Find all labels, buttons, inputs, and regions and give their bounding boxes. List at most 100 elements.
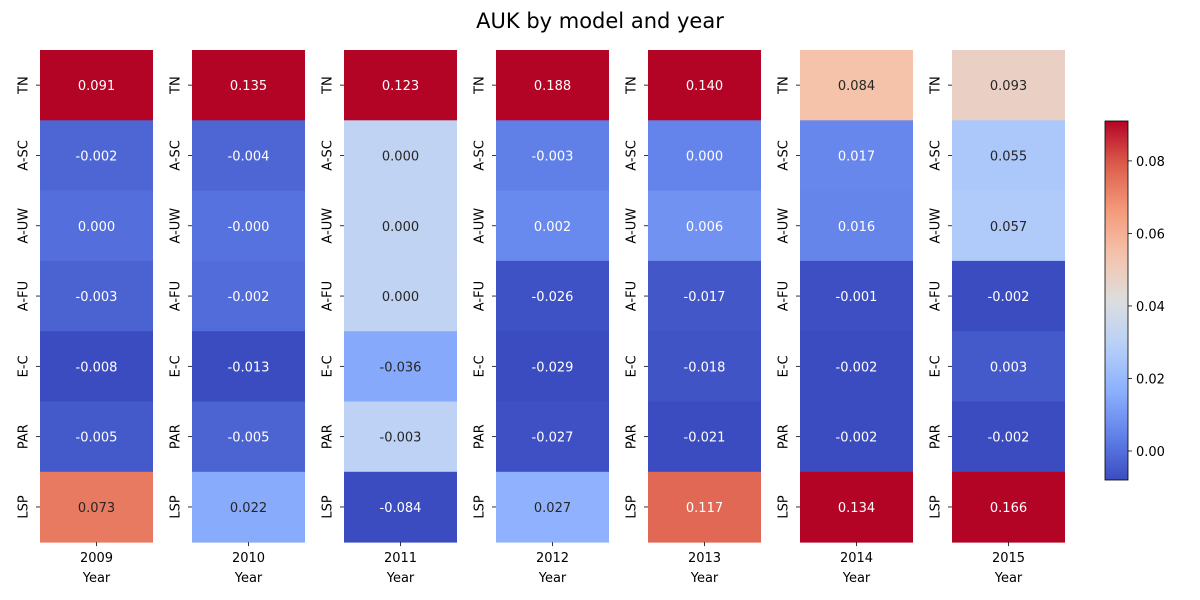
heatmap-cell — [344, 120, 457, 192]
heatmap-cell — [192, 331, 305, 402]
row-label: PAR — [777, 424, 792, 449]
row-label: PAR — [473, 424, 488, 449]
row-label: LSP — [17, 495, 32, 518]
x-axis-label: Year — [690, 571, 719, 586]
heatmap-cell — [40, 50, 153, 121]
x-axis-label: Year — [842, 571, 871, 586]
row-label: LSP — [777, 495, 792, 518]
row-label: A-FU — [17, 281, 32, 311]
cell-value-label: -0.005 — [228, 431, 270, 446]
cell-value-label: -0.005 — [76, 431, 118, 446]
row-label: TN — [473, 76, 488, 95]
heatmap-cell — [496, 260, 609, 332]
cell-value-label: 0.140 — [686, 79, 723, 94]
row-label: E-C — [625, 355, 640, 377]
heatmap-cell — [800, 401, 913, 473]
cell-value-label: 0.055 — [990, 149, 1027, 164]
cell-value-label: -0.001 — [836, 290, 878, 305]
colorbar: 0.00 0.02 0.04 0.06 0.08 — [1104, 120, 1165, 481]
heatmap-cell — [192, 120, 305, 192]
cell-value-label: 0.057 — [990, 220, 1027, 235]
heatmap-cell — [648, 471, 761, 543]
cell-value-label: 0.084 — [838, 79, 875, 94]
cell-value-label: 0.003 — [990, 360, 1027, 375]
x-axis-label: Year — [82, 571, 111, 586]
row-label: TN — [169, 76, 184, 95]
row-label: LSP — [169, 495, 184, 518]
heatmap-cell — [952, 331, 1065, 402]
row-label: E-C — [169, 355, 184, 377]
heatmap-cell — [800, 471, 913, 543]
cell-value-label: 0.027 — [534, 501, 571, 516]
chart-title: AUK by model and year — [476, 9, 724, 33]
row-label: A-UW — [169, 208, 184, 244]
heatmap-cell — [496, 50, 609, 121]
heatmap-cell — [496, 471, 609, 543]
panel-2009: 0.091 TN -0.002 A-SC 0.000 A-UW -0.003 A-FU -0.0… — [17, 50, 153, 586]
cell-value-label: 0.002 — [534, 220, 571, 235]
row-label: TN — [321, 76, 336, 95]
year-tick-label: 2010 — [232, 551, 265, 566]
row-label: LSP — [929, 495, 944, 518]
x-axis-label: Year — [386, 571, 415, 586]
heatmap-cell — [40, 260, 153, 332]
row-label: PAR — [625, 424, 640, 449]
row-label: A-SC — [777, 140, 792, 171]
row-label: A-SC — [321, 140, 336, 171]
cell-value-label: -0.036 — [380, 360, 422, 375]
row-label: LSP — [625, 495, 640, 518]
year-tick-label: 2012 — [536, 551, 569, 566]
cell-value-label: -0.027 — [532, 431, 574, 446]
heatmap-cell — [648, 401, 761, 473]
heatmap-cell — [648, 190, 761, 262]
heatmap-cell — [648, 120, 761, 192]
heatmap-cell — [496, 190, 609, 262]
heatmap-cell — [344, 50, 457, 121]
row-label: TN — [625, 76, 640, 95]
cell-value-label: -0.013 — [228, 360, 270, 375]
heatmap-cell — [952, 471, 1065, 543]
cell-value-label: -0.002 — [988, 431, 1030, 446]
cell-value-label: -0.084 — [380, 501, 422, 516]
cell-value-label: 0.016 — [838, 220, 875, 235]
heatmap-cell — [40, 190, 153, 262]
row-label: A-UW — [17, 208, 32, 244]
heatmap-cell — [344, 471, 457, 543]
heatmap-cell — [40, 120, 153, 192]
heatmap-cell — [40, 471, 153, 543]
cell-value-label: -0.003 — [76, 290, 118, 305]
cell-value-label: 0.135 — [230, 79, 267, 94]
x-axis-label: Year — [538, 571, 567, 586]
row-label: TN — [17, 76, 32, 95]
row-label: PAR — [929, 424, 944, 449]
row-label: A-FU — [929, 281, 944, 311]
cell-value-label: -0.008 — [76, 360, 118, 375]
cell-value-label: -0.002 — [836, 431, 878, 446]
panel-2012: 0.188 TN -0.003 A-SC 0.002 A-UW -0.026 A-FU -0.0… — [473, 50, 609, 586]
row-label: A-SC — [625, 140, 640, 171]
heatmap-cell — [648, 50, 761, 121]
heatmap-cell — [496, 331, 609, 402]
cell-value-label: 0.166 — [990, 501, 1027, 516]
heatmap-cell — [800, 331, 913, 402]
cell-value-label: 0.000 — [382, 220, 419, 235]
heatmap-panels: 0.091 TN -0.002 A-SC 0.000 A-UW -0.003 A-FU -0.0… — [17, 50, 1065, 586]
panel-2013: 0.140 TN 0.000 A-SC 0.006 A-UW -0.017 A-FU -0.01… — [625, 50, 761, 586]
panel-2010: 0.135 TN -0.004 A-SC -0.000 A-UW -0.002 A-FU -0.… — [169, 50, 305, 586]
cell-value-label: -0.021 — [684, 431, 726, 446]
heatmap-cell — [800, 190, 913, 262]
row-label: E-C — [777, 355, 792, 377]
heatmap-cell — [344, 260, 457, 332]
cell-value-label: 0.022 — [230, 501, 267, 516]
year-tick-label: 2011 — [384, 551, 417, 566]
cell-value-label: 0.000 — [382, 149, 419, 164]
cell-value-label: -0.003 — [532, 149, 574, 164]
heatmap-cell — [40, 331, 153, 402]
cell-value-label: 0.000 — [686, 149, 723, 164]
cell-value-label: -0.002 — [836, 360, 878, 375]
row-label: A-FU — [473, 281, 488, 311]
cell-value-label: 0.093 — [990, 79, 1027, 94]
heatmap-cell — [192, 50, 305, 121]
x-axis-label: Year — [234, 571, 263, 586]
row-label: A-UW — [473, 208, 488, 244]
